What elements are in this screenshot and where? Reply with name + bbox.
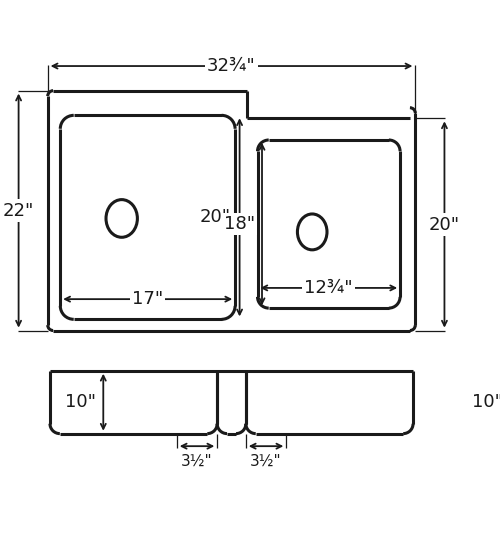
- Text: 32¾": 32¾": [207, 57, 256, 75]
- Text: 20": 20": [200, 208, 230, 226]
- Text: 20": 20": [429, 215, 460, 233]
- Text: 22": 22": [3, 201, 34, 220]
- Text: 18": 18": [224, 215, 255, 233]
- Text: 3½": 3½": [250, 454, 282, 469]
- Text: 12¾": 12¾": [304, 279, 353, 297]
- Text: 3½": 3½": [181, 454, 213, 469]
- Text: 17": 17": [132, 290, 164, 308]
- Text: 10": 10": [66, 393, 96, 411]
- Text: 10": 10": [472, 393, 500, 411]
